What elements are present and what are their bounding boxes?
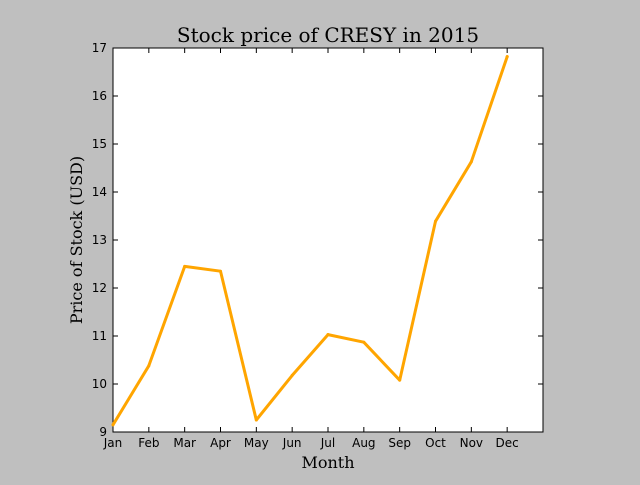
plot-area bbox=[112, 47, 544, 433]
data-point bbox=[147, 364, 151, 368]
x-tick-label: Jan bbox=[103, 436, 123, 450]
y-tick-label: 10 bbox=[92, 377, 107, 391]
x-tick-label: Feb bbox=[138, 436, 159, 450]
y-axis-label: Price of Stock (USD) bbox=[67, 156, 86, 324]
y-tick-label: 11 bbox=[92, 329, 107, 343]
data-point bbox=[290, 373, 294, 377]
data-point bbox=[362, 340, 366, 344]
data-point bbox=[505, 55, 509, 59]
x-tick-label: Nov bbox=[460, 436, 483, 450]
data-point bbox=[469, 160, 473, 164]
x-tick-label: Jun bbox=[282, 436, 302, 450]
y-tick-label: 12 bbox=[92, 281, 107, 295]
x-tick-label: May bbox=[244, 436, 269, 450]
x-tick-label: Sep bbox=[388, 436, 411, 450]
series-layer bbox=[111, 55, 509, 427]
data-point bbox=[111, 423, 115, 427]
y-tick-label: 15 bbox=[92, 137, 107, 151]
x-tick-labels: Jan Feb Mar Apr May Jun Jul Aug Sep Oct Nov Dec bbox=[103, 436, 519, 450]
y-tick-label: 16 bbox=[92, 89, 107, 103]
x-tick-label: Oct bbox=[425, 436, 446, 450]
y-tick-label: 13 bbox=[92, 233, 107, 247]
x-axis-label: Month bbox=[301, 453, 354, 472]
data-point bbox=[219, 269, 222, 273]
x-tick-label: Aug bbox=[352, 436, 375, 450]
data-point bbox=[183, 264, 187, 268]
data-point bbox=[398, 378, 402, 382]
tick-marks bbox=[112, 47, 543, 433]
chart-title: Stock price of CRESY in 2015 bbox=[177, 23, 479, 47]
x-tick-label: Dec bbox=[496, 436, 519, 450]
y-tick-label: 17 bbox=[92, 41, 107, 55]
y-tick-labels: 9 10 11 12 13 14 15 16 17 bbox=[92, 41, 107, 439]
series-line bbox=[111, 55, 509, 427]
data-point bbox=[434, 219, 437, 223]
data-point bbox=[326, 333, 330, 337]
y-tick-label: 9 bbox=[99, 425, 107, 439]
x-tick-label: Mar bbox=[173, 436, 196, 450]
x-tick-label: Apr bbox=[210, 436, 231, 450]
y-tick-label: 14 bbox=[92, 185, 107, 199]
x-tick-label: Jul bbox=[320, 436, 335, 450]
data-point bbox=[254, 418, 258, 422]
